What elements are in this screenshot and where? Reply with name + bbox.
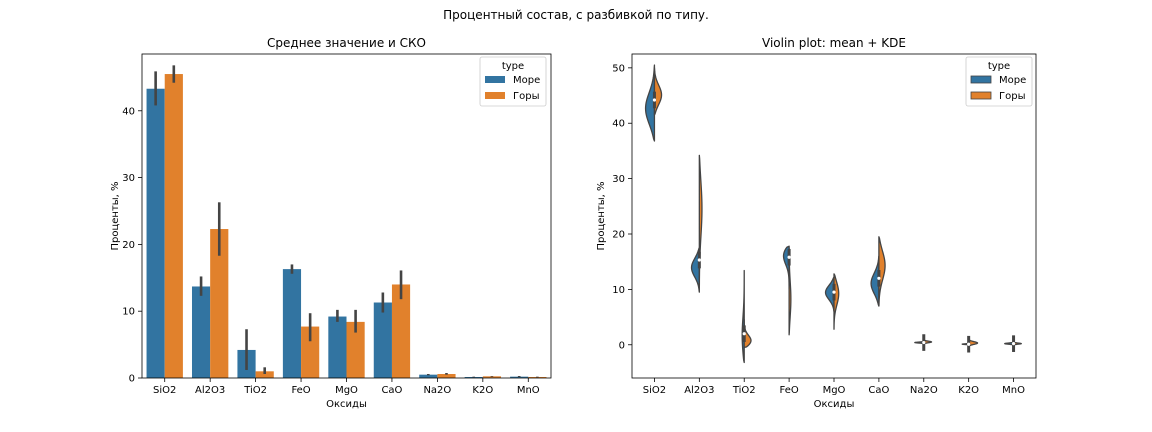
violin-half [690, 247, 700, 293]
violin-median [697, 258, 701, 262]
bar [301, 326, 320, 378]
violin-chart-title: Violin plot: mean + KDE [762, 36, 906, 50]
violin-chart-ylabel: Проценты, % [596, 181, 607, 250]
x-tick-label: CaO [868, 385, 889, 396]
y-tick-label: 20 [122, 240, 135, 251]
x-tick-label: TiO2 [732, 385, 756, 396]
legend-label-mountain: Горы [999, 91, 1025, 102]
violin-plot-border [631, 53, 1037, 379]
bar [282, 269, 302, 378]
bar [255, 371, 274, 378]
bar [528, 376, 547, 378]
x-tick-label: Na2O [423, 385, 451, 396]
x-tick-label: SiO2 [643, 385, 666, 396]
legend-swatch-sea [970, 75, 992, 84]
bar [464, 376, 483, 378]
bar [373, 302, 392, 378]
bar-chart-panel: 0 10 20 30 40 SiO2 Al2O3 TiO2 FeO MgO CaO Na2O K2O Mn… [110, 36, 552, 410]
x-tick-label: K2O [472, 385, 493, 396]
violin-chart-legend: type Море Горы [965, 56, 1033, 107]
violin-chart-xlabel: Оксиды [814, 399, 855, 410]
x-tick-label: TiO2 [243, 385, 267, 396]
legend-label-sea: Море [513, 75, 540, 86]
y-tick-label: 30 [612, 174, 625, 185]
bar-chart-xlabel: Оксиды [326, 399, 367, 410]
x-tick-label: Al2O3 [684, 385, 714, 396]
violin-half [824, 276, 835, 313]
bar [328, 316, 347, 378]
legend-title: type [988, 61, 1010, 72]
y-tick-label: 30 [122, 173, 135, 184]
y-tick-label: 50 [612, 63, 625, 74]
violin-median [787, 255, 791, 259]
legend-swatch-mountain [485, 92, 505, 99]
violin-chart-panel: 0 10 20 30 40 50 SiO2 Al2O3 TiO2 FeO MgO CaO Na2O K2O… [596, 36, 1037, 410]
x-tick-label: Al2O3 [195, 385, 225, 396]
bar [346, 321, 365, 378]
bar [210, 229, 229, 378]
bar [419, 374, 438, 378]
violin-half [644, 64, 656, 142]
violin-half [743, 319, 752, 349]
violin-median [742, 332, 746, 336]
bar [146, 88, 165, 378]
x-tick-label: MnO [1002, 385, 1025, 396]
legend-title: type [502, 61, 524, 72]
x-tick-label: Na2O [910, 385, 938, 396]
bar [510, 376, 529, 378]
legend-swatch-mountain [970, 91, 992, 100]
bar [391, 284, 411, 378]
legend-label-sea: Море [999, 75, 1026, 86]
x-tick-label: FeO [291, 385, 310, 396]
x-tick-label: K2O [958, 385, 979, 396]
x-tick-label: MnO [517, 385, 540, 396]
violin-median [877, 276, 881, 280]
violin-median [1011, 342, 1016, 346]
legend-swatch-sea [485, 76, 505, 83]
bar-chart-legend: type Море Горы [479, 56, 547, 107]
x-tick-label: FeO [779, 385, 798, 396]
bar [191, 286, 211, 378]
y-tick-label: 20 [612, 230, 625, 241]
x-tick-label: SiO2 [153, 385, 176, 396]
violin-median [967, 342, 971, 346]
bar-plot-border [141, 53, 552, 379]
y-tick-label: 10 [122, 307, 135, 318]
violin-half [914, 340, 925, 345]
violin-median [922, 340, 926, 345]
y-tick-label: 0 [129, 374, 135, 385]
violin-half [698, 154, 703, 291]
violin-half [870, 255, 880, 307]
x-tick-label: MgO [823, 385, 846, 396]
y-tick-label: 40 [612, 119, 625, 130]
violin-half [878, 236, 886, 307]
bar [482, 376, 502, 378]
bar [437, 373, 456, 378]
legend-label-mountain: Горы [513, 91, 539, 102]
bar [164, 74, 183, 379]
y-tick-label: 40 [122, 106, 135, 117]
bar-chart-title: Среднее значение и СКО [267, 36, 426, 50]
violin-half [653, 67, 663, 116]
x-tick-label: CaO [381, 385, 402, 396]
violin-median [832, 290, 836, 294]
y-tick-label: 0 [619, 340, 625, 351]
x-tick-label: MgO [335, 385, 358, 396]
y-tick-label: 10 [612, 285, 625, 296]
bar-chart-ylabel: Проценты, % [110, 181, 121, 250]
violin-median [652, 98, 657, 102]
figure-suptitle: Процентный состав, с разбивкой по типу. [443, 8, 709, 22]
